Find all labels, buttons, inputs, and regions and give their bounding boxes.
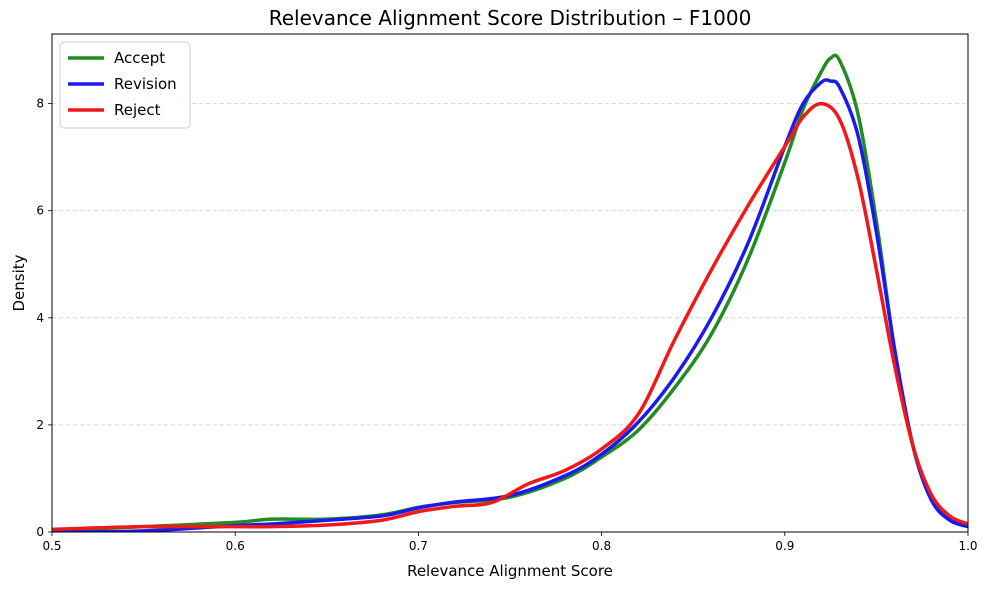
- x-tick-label: 0.9: [775, 539, 794, 553]
- x-tick-label: 1.0: [958, 539, 977, 553]
- y-tick-label: 4: [36, 311, 44, 325]
- y-axis-label: Density: [10, 254, 28, 311]
- x-axis-ticks: 0.5 0.6 0.7 0.8 0.9 1.0: [42, 532, 978, 553]
- series-lines: [52, 53, 968, 532]
- legend-box: [59, 41, 191, 129]
- legend-label-accept: Accept: [114, 49, 165, 67]
- y-tick-label: 6: [36, 204, 44, 218]
- x-axis-label: Relevance Alignment Score: [407, 562, 613, 580]
- legend-label-revision: Revision: [114, 75, 177, 93]
- series-line-reject: [52, 101, 968, 532]
- chart-title: Relevance Alignment Score Distribution –…: [269, 6, 752, 30]
- gridlines: [52, 103, 968, 426]
- legend: Accept Revision Reject: [59, 41, 191, 129]
- plot-frame: [51, 33, 969, 533]
- x-tick-label: 0.5: [42, 539, 61, 553]
- y-tick-label: 0: [36, 525, 44, 539]
- y-tick-label: 2: [36, 418, 44, 432]
- x-tick-label: 0.6: [226, 539, 245, 553]
- series-line-revision: [52, 78, 968, 532]
- x-tick-label: 0.8: [592, 539, 611, 553]
- legend-label-reject: Reject: [114, 101, 161, 119]
- y-axis-ticks: 0 2 4 6 8: [36, 97, 52, 539]
- x-tick-label: 0.7: [409, 539, 428, 553]
- y-tick-label: 8: [36, 97, 44, 111]
